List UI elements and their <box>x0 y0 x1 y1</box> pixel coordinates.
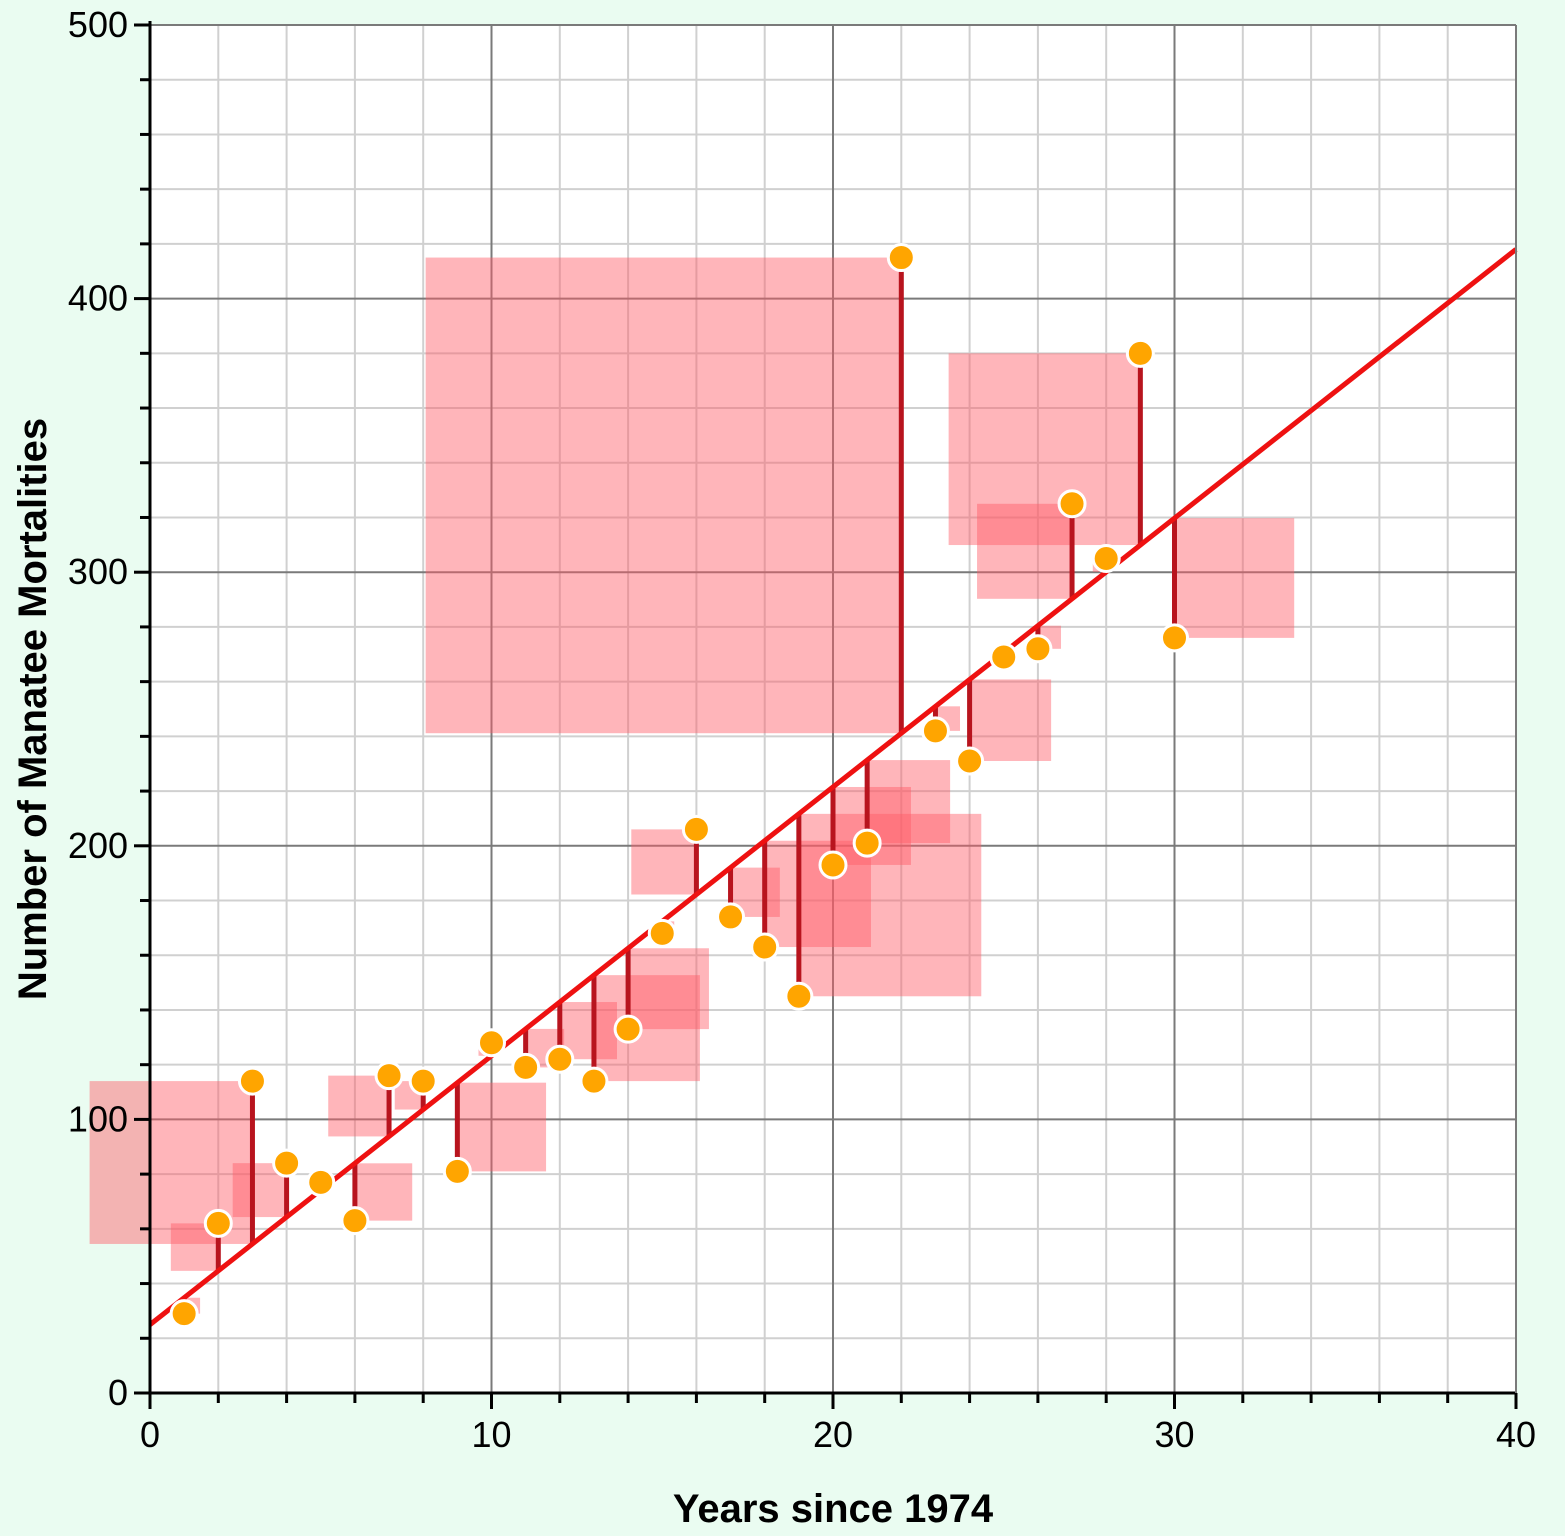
data-point <box>750 932 780 962</box>
data-point <box>681 814 711 844</box>
data-point <box>340 1206 370 1236</box>
data-point <box>1091 544 1121 574</box>
residual-squares <box>89 257 1295 1314</box>
data-point <box>852 828 882 858</box>
y-tick-label: 200 <box>68 825 128 866</box>
data-point <box>1125 338 1155 368</box>
x-tick-label: 20 <box>813 1414 853 1455</box>
y-axis-title: Number of Manatee Mortalities <box>11 418 55 1000</box>
data-point <box>989 642 1019 672</box>
data-point <box>1057 489 1087 519</box>
y-tick-label: 300 <box>68 551 128 592</box>
data-point <box>408 1066 438 1096</box>
data-points <box>169 243 1189 1329</box>
data-point <box>579 1066 609 1096</box>
data-point <box>442 1156 472 1186</box>
data-point <box>237 1066 267 1096</box>
residual-square <box>593 975 700 1082</box>
x-tick-label: 40 <box>1496 1414 1536 1455</box>
residual-square <box>764 840 871 948</box>
data-point <box>716 902 746 932</box>
y-tick-label: 0 <box>108 1372 128 1413</box>
data-point <box>374 1061 404 1091</box>
data-point <box>1023 634 1053 664</box>
data-point <box>818 850 848 880</box>
residual-square <box>425 257 902 734</box>
data-point <box>477 1028 506 1058</box>
residual-square <box>628 948 709 1030</box>
regression-line <box>148 247 1518 1327</box>
residual-square <box>631 829 697 895</box>
data-point <box>886 243 916 273</box>
data-point <box>1160 623 1189 653</box>
x-tick-label: 30 <box>1154 1414 1194 1455</box>
data-point <box>613 1014 643 1044</box>
data-point <box>647 918 677 948</box>
data-point <box>545 1044 575 1074</box>
data-point <box>306 1167 336 1197</box>
residual-square <box>867 760 951 844</box>
data-point <box>784 981 814 1011</box>
y-tick-label: 400 <box>68 278 128 319</box>
x-tick-label: 10 <box>471 1414 511 1455</box>
residual-square <box>457 1082 547 1172</box>
data-point <box>511 1052 541 1082</box>
residual-square <box>969 679 1052 761</box>
axes <box>134 21 1518 1409</box>
residual-square <box>948 353 1141 546</box>
data-point <box>955 746 985 776</box>
data-point <box>203 1208 233 1238</box>
residual-square <box>977 503 1073 599</box>
residual-square <box>798 813 982 997</box>
data-point <box>272 1148 302 1178</box>
y-tick-label: 500 <box>68 4 128 45</box>
residual-square <box>1174 518 1295 638</box>
x-axis-title: Years since 1974 <box>673 1487 994 1531</box>
regression-line-group <box>148 247 1518 1327</box>
y-tick-label: 100 <box>68 1098 128 1139</box>
x-tick-label: 0 <box>140 1414 160 1455</box>
data-point <box>920 716 950 746</box>
data-point <box>169 1299 199 1329</box>
